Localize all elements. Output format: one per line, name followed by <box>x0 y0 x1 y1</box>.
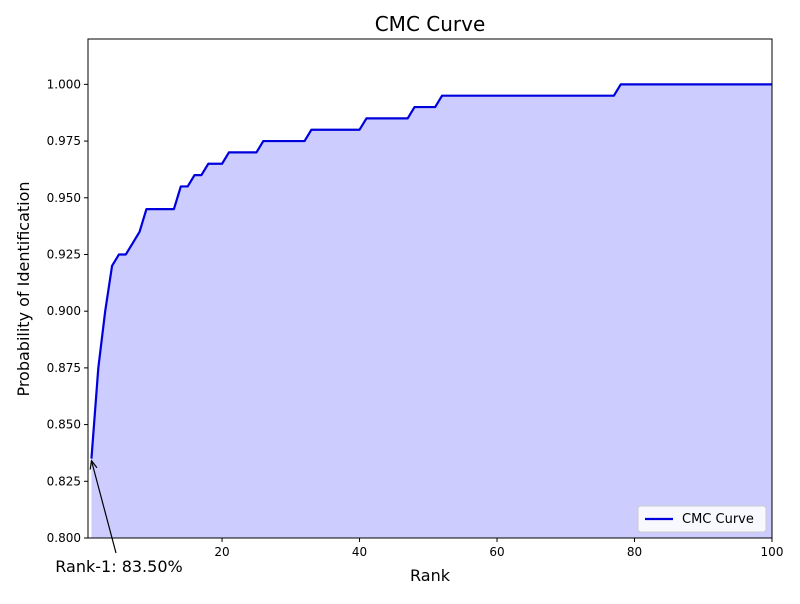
y-tick-label: 0.875 <box>47 361 81 375</box>
y-tick-label: 0.800 <box>47 531 81 545</box>
plot-line-layer <box>90 83 772 459</box>
x-axis: 20 40 60 80 100 <box>214 538 783 559</box>
annotation-layer: Rank-1: 83.50% <box>55 459 183 576</box>
rank1-annotation: Rank-1: 83.50% <box>55 557 182 576</box>
y-tick-label: 0.975 <box>47 134 81 148</box>
legend-box <box>637 505 767 533</box>
chart-title: CMC Curve <box>375 12 486 36</box>
y-tick-label: 1.000 <box>47 77 81 91</box>
y-tick-label: 0.850 <box>47 418 81 432</box>
x-axis-label: Rank <box>410 566 451 585</box>
legend: CMC Curve <box>637 505 767 533</box>
annotation-arrow-head <box>89 459 98 470</box>
y-tick-label: 0.825 <box>47 474 81 488</box>
legend-entry: CMC Curve <box>682 512 754 527</box>
y-tick-label: 0.950 <box>47 191 81 205</box>
plot-fill-layer <box>91 84 772 538</box>
x-tick-label: 40 <box>352 545 367 559</box>
y-axis: 0.800 0.825 0.850 0.875 0.900 0.925 0.950 0.975… <box>47 77 88 545</box>
x-tick-label: 20 <box>214 545 229 559</box>
y-tick-label: 0.925 <box>47 247 81 261</box>
cmc-curve-line <box>90 83 772 459</box>
cmc-area-fill <box>91 84 772 538</box>
x-tick-label: 80 <box>627 545 642 559</box>
y-axis-label: Probability of Identification <box>14 181 33 396</box>
annotation-arrow-line <box>90 460 117 554</box>
x-tick-label: 60 <box>489 545 504 559</box>
plot-frame <box>87 38 773 539</box>
x-tick-label: 100 <box>761 545 784 559</box>
y-tick-label: 0.900 <box>47 304 81 318</box>
